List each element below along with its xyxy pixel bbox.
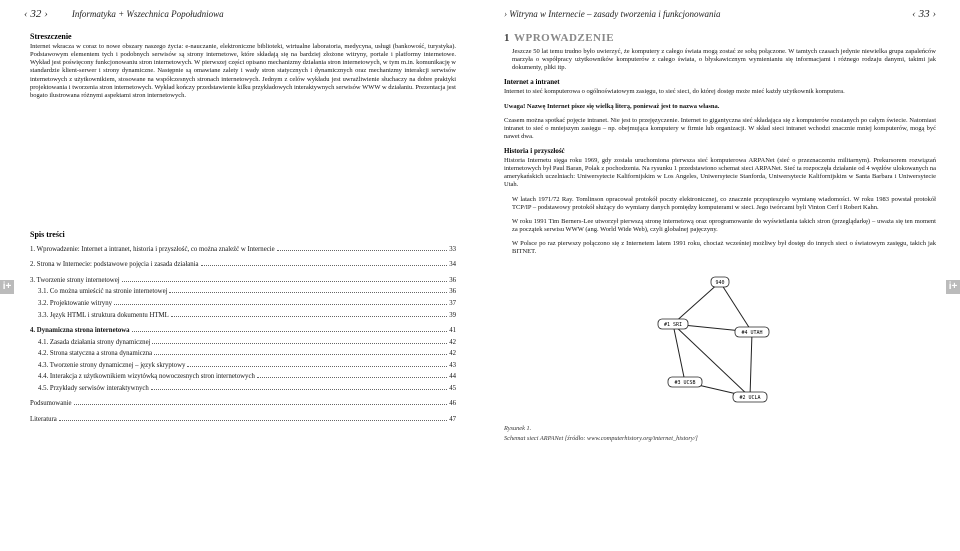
abstract-title: Streszczenie (30, 32, 456, 41)
toc-label: 3.2. Projektowanie witryny (38, 299, 112, 310)
toc-row: 4. Dynamiczna strona internetowa 41 (30, 326, 456, 337)
section-title: WPROWADZENIE (514, 32, 614, 44)
section-heading: 1 WPROWADZENIE (504, 32, 936, 44)
header-title-right: Witryna w Internecie – zasady tworzenia … (504, 9, 720, 19)
para-history4: W Polsce po raz pierwszy połączono się z… (504, 240, 936, 256)
toc-dots (154, 354, 447, 355)
abstract-body: Internet wkracza w coraz to nowe obszary… (30, 43, 456, 100)
page-left: 32 Informatyka + Wszechnica Popołudniowa… (0, 0, 480, 551)
toc-row: 3.3. Język HTML i struktura dokumentu HT… (30, 311, 456, 322)
toc-dots (132, 331, 448, 332)
toc-row: Literatura 47 (30, 415, 456, 426)
header-title-left: Informatyka + Wszechnica Popołudniowa (72, 9, 224, 19)
toc-label: 4.3. Tworzenie strony dynamicznej – języ… (38, 361, 185, 372)
para-intranet-def: Internet to sieć komputerowa o ogólnoświ… (504, 88, 936, 96)
toc-row: 4.4. Interakcja z użytkownikiem wizytówk… (30, 372, 456, 383)
toc-label: 2. Strona w Internecie: podstawowe pojęc… (30, 260, 199, 271)
svg-text:#4 UTAH: #4 UTAH (741, 330, 762, 336)
table-of-contents: 1. Wprowadzenie: Internet a intranet, hi… (30, 245, 456, 425)
toc-page: 36 (449, 276, 456, 287)
toc-title: Spis treści (30, 230, 456, 239)
toc-row: 3.1. Co można umieścić na stronie intern… (30, 287, 456, 298)
toc-page: 41 (449, 326, 456, 337)
toc-dots (201, 265, 448, 266)
toc-dots (151, 389, 447, 390)
section-number: 1 (504, 32, 510, 44)
toc-row: 3.2. Projektowanie witryny 37 (30, 299, 456, 310)
toc-page: 45 (449, 384, 456, 395)
toc-label: 4.2. Strona statyczna a strona dynamiczn… (38, 349, 152, 360)
para-history2: W latach 1971/72 Ray. Tomlinson opracowa… (504, 196, 936, 212)
toc-dots (114, 304, 447, 305)
para-intranet2: Czasem można spotkać pojęcie intranet. N… (504, 117, 936, 141)
header-right: Witryna w Internecie – zasady tworzenia … (504, 8, 936, 20)
toc-page: 39 (449, 311, 456, 322)
toc-row: 1. Wprowadzenie: Internet a intranet, hi… (30, 245, 456, 256)
toc-label: Literatura (30, 415, 57, 426)
toc-row: 3. Tworzenie strony internetowej 36 (30, 276, 456, 287)
para-history1: Historia Internetu sięga roku 1969, gdy … (504, 157, 936, 190)
toc-page: 34 (449, 260, 456, 271)
toc-page: 46 (449, 399, 456, 410)
toc-dots (122, 281, 448, 282)
toc-label: 4.4. Interakcja z użytkownikiem wizytówk… (38, 372, 255, 383)
toc-label: 4.1. Zasada działania strony dynamicznej (38, 338, 150, 349)
toc-dots (171, 316, 447, 317)
toc-dots (74, 404, 448, 405)
page-right: Witryna w Internecie – zasady tworzenia … (480, 0, 960, 551)
toc-page: 42 (449, 349, 456, 360)
toc-dots (257, 377, 447, 378)
arpanet-diagram: 940 #1 SRI #4 UTAH #3 UCSB #2 UCLA (640, 262, 800, 422)
toc-row: 4.3. Tworzenie strony dynamicznej – języ… (30, 361, 456, 372)
toc-dots (169, 292, 447, 293)
svg-text:#1 SRI: #1 SRI (664, 322, 682, 328)
toc-page: 44 (449, 372, 456, 383)
toc-label: 1. Wprowadzenie: Internet a intranet, hi… (30, 245, 275, 256)
svg-text:940: 940 (715, 280, 724, 286)
svg-text:#3 UCSB: #3 UCSB (674, 380, 695, 386)
figure-caption-line2: Schemat sieci ARPANet [źródło: www.compu… (504, 435, 936, 442)
page-number-left: 32 (24, 8, 48, 20)
toc-row: Podsumowanie 46 (30, 399, 456, 410)
toc-page: 36 (449, 287, 456, 298)
abstract-block: Streszczenie Internet wkracza w coraz to… (30, 32, 456, 100)
para-history3: W roku 1991 Tim Berners-Lee utworzył pie… (504, 218, 936, 234)
svg-text:#2 UCLA: #2 UCLA (739, 395, 760, 401)
toc-row: 4.1. Zasada działania strony dynamicznej… (30, 338, 456, 349)
page-number-right: 33 (912, 8, 936, 20)
toc-label: 4. Dynamiczna strona internetowa (30, 326, 130, 337)
para-intro: Jeszcze 50 lat temu trudno było uwierzyć… (504, 48, 936, 72)
toc-dots (187, 366, 447, 367)
toc-label: 4.5. Przykłady serwisów interaktywnych (38, 384, 149, 395)
toc-page: 33 (449, 245, 456, 256)
para-note: Uwaga! Nazwę Internet pisze się wielką l… (504, 103, 936, 111)
toc-label: 3. Tworzenie strony internetowej (30, 276, 120, 287)
toc-label: 3.3. Język HTML i struktura dokumentu HT… (38, 311, 169, 322)
figure-caption-line1: Rysunek 1. (504, 425, 936, 432)
toc-label: 3.1. Co można umieścić na stronie intern… (38, 287, 167, 298)
toc-page: 42 (449, 338, 456, 349)
figure-arpanet: 940 #1 SRI #4 UTAH #3 UCSB #2 UCLA Rysunek 1… (504, 262, 936, 442)
toc-page: 43 (449, 361, 456, 372)
toc-dots (277, 250, 448, 251)
toc-row: 2. Strona w Internecie: podstawowe pojęc… (30, 260, 456, 271)
subheading-internet-intranet: Internet a intranet (504, 78, 936, 86)
toc-dots (152, 343, 447, 344)
toc-label: Podsumowanie (30, 399, 72, 410)
toc-page: 47 (449, 415, 456, 426)
subheading-history: Historia i przyszłość (504, 147, 936, 155)
toc-row: 4.5. Przykłady serwisów interaktywnych 45 (30, 384, 456, 395)
header-left: 32 Informatyka + Wszechnica Popołudniowa (24, 8, 456, 20)
toc-row: 4.2. Strona statyczna a strona dynamiczn… (30, 349, 456, 360)
toc-dots (59, 420, 447, 421)
toc-page: 37 (449, 299, 456, 310)
